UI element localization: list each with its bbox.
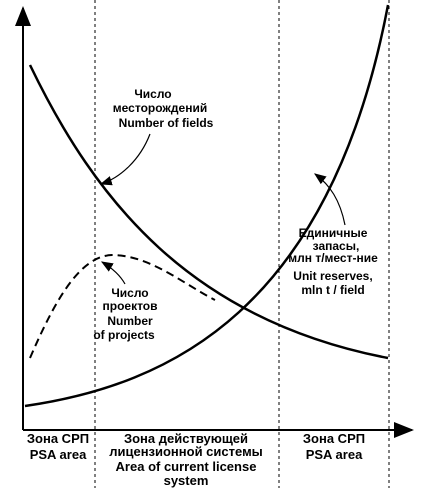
label-line: mln t / field [301,283,364,297]
fields-curve [28,64,389,360]
label-line: of projects [93,328,155,342]
label-line: Unit reserves, [293,269,372,283]
label-line: месторождений [113,101,207,115]
zone-left: Зона СРП PSA area [27,431,89,462]
projects-curve [29,253,216,359]
label-line: Число [111,286,148,300]
label-line: Number [107,314,153,328]
zone-line: Зона действующей [124,431,248,446]
fields-pointer [99,133,151,186]
label-line: Единичные [299,226,368,240]
zone-line: PSA area [306,447,363,462]
zone-line: Зона СРП [27,431,89,446]
label-line: проектов [102,299,157,313]
zone-line: system [164,473,209,488]
zone-line: Area of current license [116,459,257,474]
zone-middle: Зона действующей лицензионной системы Ar… [109,431,263,488]
zone-line: PSA area [30,447,87,462]
reserves-label: Единичные запасы, млн т/мест-ние Unit re… [288,226,378,297]
label-line: Number of fields [119,116,214,130]
projects-label: Число проектов Number of projects [93,286,157,342]
zone-line: Зона СРП [303,431,365,446]
reserves-pointer [314,173,346,226]
label-line: Число [134,87,171,101]
projects-pointer [100,261,126,285]
reserves-curve [24,4,390,408]
zone-line: лицензионной системы [109,444,263,459]
label-line: запасы, [313,239,360,253]
zone-right: Зона СРП PSA area [303,431,365,462]
label-line: млн т/мест-ние [288,251,378,265]
fields-label: Число месторождений Number of fields [113,87,214,130]
